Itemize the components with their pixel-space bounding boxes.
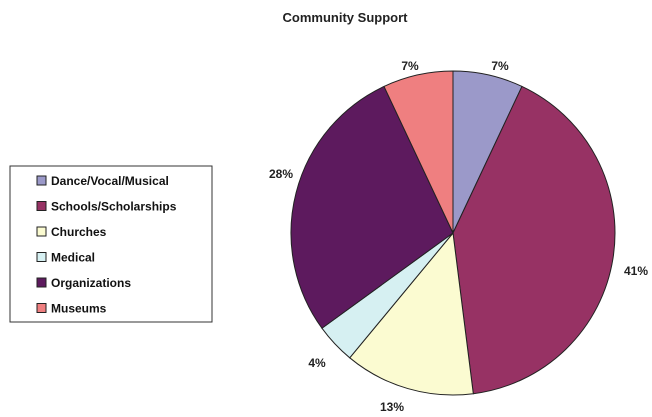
pie-data-labels: 7% 41% 13% 4% 28% 7% <box>269 59 648 414</box>
legend-swatch-schools-scholarships <box>36 201 47 211</box>
pie-slice-schools-scholarships <box>452 85 616 395</box>
chart-title: Community Support <box>283 10 409 25</box>
legend-swatch-dance-vocal-musical <box>36 175 47 186</box>
pie-slices <box>290 70 616 396</box>
legend-box <box>9 165 213 323</box>
data-label-schools-scholarships: 41% <box>624 264 648 278</box>
data-label-museums: 7% <box>401 59 419 73</box>
legend-label-churches: Churches <box>51 225 107 239</box>
data-label-organizations: 28% <box>269 167 293 181</box>
pie-slice-churches <box>349 231 474 396</box>
legend: Dance/Vocal/Musical Schools/Scholarships C… <box>9 165 213 323</box>
data-label-churches: 13% <box>380 400 404 414</box>
legend-items: Dance/Vocal/Musical Schools/Scholarships C… <box>36 174 177 316</box>
legend-swatch-churches <box>36 226 47 237</box>
pie-slice-organizations <box>290 85 454 329</box>
legend-swatch-medical <box>36 252 47 262</box>
data-label-dance-vocal-musical: 7% <box>491 59 509 73</box>
legend-label-museums: Museums <box>51 302 107 316</box>
data-label-medical: 4% <box>308 356 326 370</box>
legend-swatch-organizations <box>36 277 47 288</box>
legend-label-schools-scholarships: Schools/Scholarships <box>51 200 177 214</box>
legend-label-medical: Medical <box>51 251 95 265</box>
legend-label-dance-vocal-musical: Dance/Vocal/Musical <box>51 174 169 188</box>
pie-slice-museums <box>383 70 454 234</box>
legend-swatch-museums <box>36 303 47 313</box>
legend-label-organizations: Organizations <box>51 276 131 290</box>
